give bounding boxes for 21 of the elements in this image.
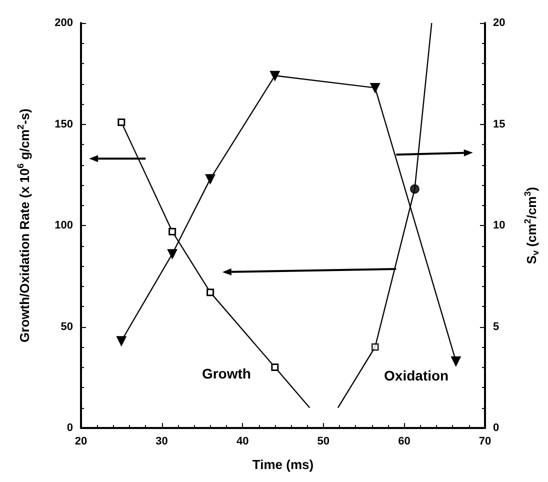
y2-tick-label: 10 — [493, 220, 506, 232]
y2-axis-title: Sv (cm2/cm3) — [522, 186, 540, 264]
y2-tick-label: 0 — [493, 422, 500, 434]
x-axis-title: Time (ms) — [252, 457, 314, 472]
x-tick-label: 40 — [236, 436, 249, 448]
annotation: Oxidation — [384, 367, 449, 384]
y-tick-label: 50 — [60, 320, 73, 333]
y-tick-label: 0 — [66, 422, 73, 434]
y-tick-label: 100 — [54, 220, 73, 232]
y-axis-title: Growth/Oxidation Rate (x 106 g/cm2-s) — [16, 108, 32, 342]
y2-tick-label: 15 — [493, 118, 506, 130]
y-tick-label: 150 — [54, 118, 73, 130]
y2-tick-label: 20 — [493, 17, 506, 29]
x-tick-label: 20 — [74, 436, 88, 448]
y2-tick-label: 5 — [493, 320, 500, 333]
x-tick-label: 30 — [156, 436, 168, 448]
x-tick-label: 70 — [478, 436, 492, 448]
x-tick-label: 60 — [398, 436, 410, 448]
y-tick-label: 200 — [54, 17, 73, 29]
x-tick-label: 50 — [317, 436, 330, 448]
annotation: Growth — [202, 365, 251, 382]
